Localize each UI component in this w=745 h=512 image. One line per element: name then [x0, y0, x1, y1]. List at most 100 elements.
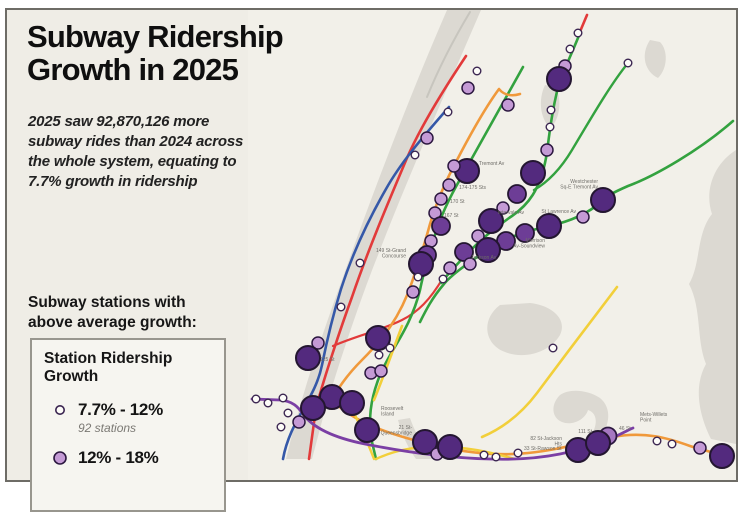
station-dot-s: [491, 452, 501, 462]
red-1-line: [307, 54, 468, 461]
station-dot-xl: [709, 443, 735, 469]
station-dot-s: [652, 436, 662, 446]
red-2-149-crosstown: [331, 276, 445, 348]
station-dot-xl: [408, 251, 434, 277]
station-label: 174-175 Sts: [459, 185, 486, 191]
yellow-q-2av: [372, 324, 404, 402]
station-dot-m: [420, 131, 434, 145]
station-dot-l: [507, 184, 527, 204]
station-dot-l: [431, 216, 451, 236]
station-label: 170 St: [450, 199, 465, 205]
station-label: Mets-Willets: [640, 412, 668, 418]
station-dot-s: [336, 302, 346, 312]
title-line-2: Growth in 2025: [27, 52, 239, 88]
station-label: 125 St: [320, 357, 335, 363]
station-label: 33 St-Rawson St: [524, 446, 562, 452]
station-label: Concourse: [382, 254, 406, 260]
station-dot-m: [693, 441, 707, 455]
station-label: Intervale Av: [498, 210, 525, 216]
water-shape: [689, 150, 736, 444]
water-shape: [644, 40, 666, 78]
legend-box-title: Station Ridership Growth: [44, 350, 173, 386]
water-shape: [553, 390, 609, 438]
orange-queens-blvd: [330, 398, 729, 458]
station-dot-s: [548, 343, 558, 353]
station-dot-s: [472, 66, 482, 76]
legend-intro-line: above average growth:: [28, 314, 197, 332]
station-dot-l: [515, 223, 535, 243]
station-dot-m: [292, 415, 306, 429]
legend-range: 12% - 18%: [78, 447, 159, 467]
station-dot-m: [447, 159, 461, 173]
station-label: Jackson Av: [471, 255, 497, 261]
station-dot-s: [438, 274, 448, 284]
station-dot-m: [374, 364, 388, 378]
water-shape: [487, 303, 562, 356]
station-dot-s: [623, 58, 633, 68]
station-dot-s: [410, 150, 420, 160]
station-dot-m: [501, 98, 515, 112]
station-dot-xl: [365, 325, 391, 351]
subtitle-line: subway rides than 2024 across: [28, 133, 244, 151]
station-dot-m: [443, 261, 457, 275]
green-5-dyre: [532, 61, 630, 192]
page-title: Subway Ridership Growth in 2025: [27, 20, 387, 86]
station-dot-xl: [339, 390, 365, 416]
station-label: Roosevelt: [381, 406, 404, 412]
station-dot-xl: [546, 66, 572, 92]
station-dot-xl: [585, 430, 611, 456]
station-label: Point: [640, 418, 652, 424]
station-label: Hts: [555, 442, 563, 448]
station-dot-xl: [590, 187, 616, 213]
station-dot-xl: [354, 417, 380, 443]
station-label: Morrison: [526, 238, 546, 244]
station-dot-xl: [295, 345, 321, 371]
station-dot-xl: [520, 160, 546, 186]
station-dot-s: [413, 272, 423, 282]
station-dot-xl: [300, 395, 326, 421]
station-dot-m: [406, 285, 420, 299]
station-label: St Lawrence Av: [541, 209, 576, 215]
station-dot-s: [545, 122, 555, 132]
station-label: Sq-E Tremont Av: [560, 185, 598, 191]
light-purple-circle-icon: [53, 450, 67, 465]
metro-north-line: [426, 11, 471, 98]
station-dot-m: [461, 81, 475, 95]
legend-box: Station Ridership Growth 7.7% - 12% 92 s…: [30, 338, 226, 512]
station-dot-xl: [412, 429, 438, 455]
small-white-circle-icon: [55, 404, 65, 415]
station-label: Av-Soundview: [513, 244, 545, 250]
station-dot-xl: [475, 237, 501, 263]
station-dot-m: [540, 143, 554, 157]
station-label: Tremont Av: [479, 161, 505, 167]
station-dot-s: [513, 448, 523, 458]
subtitle: 2025 saw 92,870,126 more subway rides th…: [28, 112, 268, 192]
station-dot-s: [385, 343, 395, 353]
station-dot-xl: [536, 213, 562, 239]
station-dot-s: [355, 258, 365, 268]
title-line-1: Subway Ridership: [27, 19, 284, 54]
station-label: Queensbridge: [381, 431, 413, 437]
station-dot-xl: [478, 208, 504, 234]
station-dot-m: [576, 210, 590, 224]
station-dot-m: [434, 192, 448, 206]
station-dot-s: [443, 107, 453, 117]
station-dot-s: [283, 408, 293, 418]
station-label: 82 St-Jackson: [530, 436, 562, 442]
orange-bd-bronx: [330, 87, 522, 402]
legend-count: 92 stations: [78, 420, 137, 435]
station-dot-m: [463, 257, 477, 271]
legend-intro-line: Subway stations with: [28, 294, 186, 311]
station-dot-s: [546, 105, 556, 115]
legend-entry-small: 7.7% - 12% 92 stations: [44, 400, 212, 435]
station-dot-m: [496, 201, 510, 215]
station-dot-s: [565, 44, 575, 54]
station-label: Island: [381, 412, 395, 418]
legend-entry-medium: 12% - 18%: [44, 448, 212, 468]
subtitle-line: the whole system, equating to: [28, 153, 237, 171]
yellow-nw-astoria: [480, 285, 619, 439]
subtitle-line: 7.7% growth in ridership: [28, 173, 198, 191]
station-label: 111 St: [578, 429, 592, 435]
station-dot-s: [276, 422, 286, 432]
station-dot-s: [263, 398, 273, 408]
